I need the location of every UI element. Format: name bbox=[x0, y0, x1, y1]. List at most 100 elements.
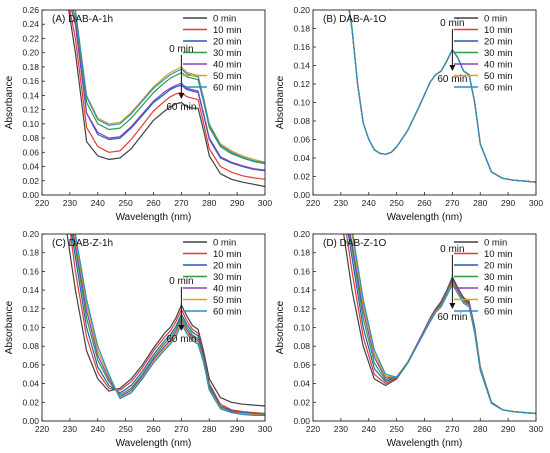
y-tick-label: 0.14 bbox=[22, 285, 39, 295]
y-tick-label: 0.14 bbox=[293, 61, 310, 71]
x-tick-label: 230 bbox=[63, 198, 77, 208]
y-tick-label: 0.06 bbox=[22, 147, 39, 157]
x-tick-label: 300 bbox=[258, 424, 272, 434]
x-tick-label: 220 bbox=[35, 198, 49, 208]
series-line-40-min bbox=[71, 10, 265, 171]
panel-d: 220 230 240 250 260 270 280 290 300 0.00 0.02 0.04 0… bbox=[275, 229, 543, 449]
series-line-60-min bbox=[74, 234, 265, 416]
series-line-20-min bbox=[71, 10, 265, 172]
x-tick-label: 290 bbox=[230, 424, 244, 434]
y-tick-label: 0.24 bbox=[22, 19, 39, 29]
y-tick-label: 0.00 bbox=[22, 416, 39, 426]
y-tick-label: 0.14 bbox=[293, 285, 310, 295]
x-tick-label: 240 bbox=[91, 198, 105, 208]
y-axis-title: Absorbance bbox=[275, 300, 286, 354]
x-tick-label: 290 bbox=[230, 198, 244, 208]
legend-label: 60 min bbox=[213, 83, 242, 94]
panel-title: (C) DAB-Z-1h bbox=[52, 238, 113, 249]
y-tick-label: 0.08 bbox=[22, 341, 39, 351]
legend-label: 0 min bbox=[484, 238, 507, 249]
annotation-start-label: 0 min bbox=[440, 244, 464, 255]
x-tick-label: 270 bbox=[445, 424, 459, 434]
x-tick-label: 300 bbox=[258, 198, 272, 208]
y-tick-label: 0.26 bbox=[22, 5, 39, 15]
y-tick-label: 0.02 bbox=[293, 172, 310, 182]
panel-b: 220 230 240 250 260 270 280 290 300 0.00 0.02 0.04 0… bbox=[275, 5, 543, 223]
series-line-50-min bbox=[74, 10, 265, 163]
legend-label: 40 min bbox=[484, 60, 513, 71]
x-tick-label: 300 bbox=[529, 198, 543, 208]
panel-c: 220 230 240 250 260 270 280 290 300 0.00 0.02 0.04 0… bbox=[4, 229, 272, 449]
x-tick-label: 220 bbox=[306, 424, 320, 434]
x-tick-label: 260 bbox=[417, 424, 431, 434]
y-tick-label: 0.10 bbox=[293, 323, 310, 333]
x-tick-label: 250 bbox=[390, 198, 404, 208]
x-tick-label: 300 bbox=[529, 424, 543, 434]
legend-label: 10 min bbox=[213, 25, 242, 36]
series-group bbox=[68, 10, 265, 188]
x-tick-label: 240 bbox=[362, 424, 376, 434]
annotation-start-label: 0 min bbox=[169, 44, 193, 55]
x-tick-label: 220 bbox=[35, 424, 49, 434]
series-group bbox=[348, 10, 536, 183]
x-axis-title: Wavelength (nm) bbox=[387, 212, 463, 223]
series-line-60-min bbox=[74, 10, 265, 164]
legend-label: 0 min bbox=[213, 14, 236, 25]
series-line-10-min bbox=[69, 234, 265, 415]
legend-label: 20 min bbox=[484, 37, 513, 48]
y-axis-title: Absorbance bbox=[4, 75, 15, 129]
annotation-arrowhead bbox=[178, 325, 185, 331]
annotation-arrowhead bbox=[449, 303, 456, 309]
y-tick-label: 0.04 bbox=[293, 379, 310, 389]
legend-label: 10 min bbox=[484, 25, 513, 36]
y-tick-label: 0.10 bbox=[22, 323, 39, 333]
x-tick-label: 290 bbox=[501, 198, 515, 208]
y-tick-label: 0.12 bbox=[22, 105, 39, 115]
x-tick-label: 260 bbox=[146, 198, 160, 208]
y-tick-label: 0.00 bbox=[293, 190, 310, 200]
legend-label: 50 min bbox=[213, 71, 242, 82]
series-line-60-min bbox=[352, 234, 536, 415]
y-tick-label: 0.02 bbox=[293, 397, 310, 407]
x-tick-label: 260 bbox=[146, 424, 160, 434]
panel-title: (A) DAB-A-1h bbox=[52, 14, 113, 25]
legend-label: 60 min bbox=[484, 83, 513, 94]
legend-label: 50 min bbox=[484, 295, 513, 306]
legend-label: 40 min bbox=[213, 60, 242, 71]
legend-label: 30 min bbox=[484, 272, 513, 283]
y-tick-label: 0.06 bbox=[293, 135, 310, 145]
y-tick-label: 0.18 bbox=[293, 248, 310, 258]
y-tick-label: 0.22 bbox=[22, 33, 39, 43]
legend-label: 30 min bbox=[213, 48, 242, 59]
x-tick-label: 250 bbox=[390, 424, 404, 434]
legend-label: 10 min bbox=[484, 249, 513, 260]
y-tick-label: 0.12 bbox=[293, 79, 310, 89]
x-tick-label: 230 bbox=[334, 424, 348, 434]
legend-label: 30 min bbox=[213, 272, 242, 283]
x-axis-title: Wavelength (nm) bbox=[116, 212, 192, 223]
y-tick-label: 0.20 bbox=[22, 48, 39, 58]
x-tick-label: 230 bbox=[63, 424, 77, 434]
annotation-arrowhead bbox=[449, 65, 456, 71]
x-tick-label: 280 bbox=[202, 198, 216, 208]
legend-label: 0 min bbox=[484, 14, 507, 25]
y-tick-label: 0.08 bbox=[293, 341, 310, 351]
x-tick-label: 270 bbox=[445, 198, 459, 208]
y-tick-label: 0.10 bbox=[22, 119, 39, 129]
series-line-30-min bbox=[72, 10, 265, 165]
y-tick-label: 0.06 bbox=[293, 360, 310, 370]
y-tick-label: 0.20 bbox=[22, 229, 39, 239]
annotation-end-label: 60 min bbox=[437, 74, 467, 85]
panel-a: 220 230 240 250 260 270 280 290 300 0.00 0.02 0.04 0… bbox=[4, 5, 272, 223]
y-tick-label: 0.10 bbox=[293, 98, 310, 108]
y-tick-label: 0.00 bbox=[22, 190, 39, 200]
y-tick-label: 0.12 bbox=[293, 304, 310, 314]
y-tick-label: 0.06 bbox=[22, 360, 39, 370]
annotation-arrowhead bbox=[178, 93, 185, 99]
legend-label: 50 min bbox=[484, 71, 513, 82]
annotation-end-label: 60 min bbox=[166, 102, 196, 113]
y-tick-label: 0.08 bbox=[293, 116, 310, 126]
x-tick-label: 220 bbox=[306, 198, 320, 208]
x-tick-label: 250 bbox=[119, 424, 133, 434]
